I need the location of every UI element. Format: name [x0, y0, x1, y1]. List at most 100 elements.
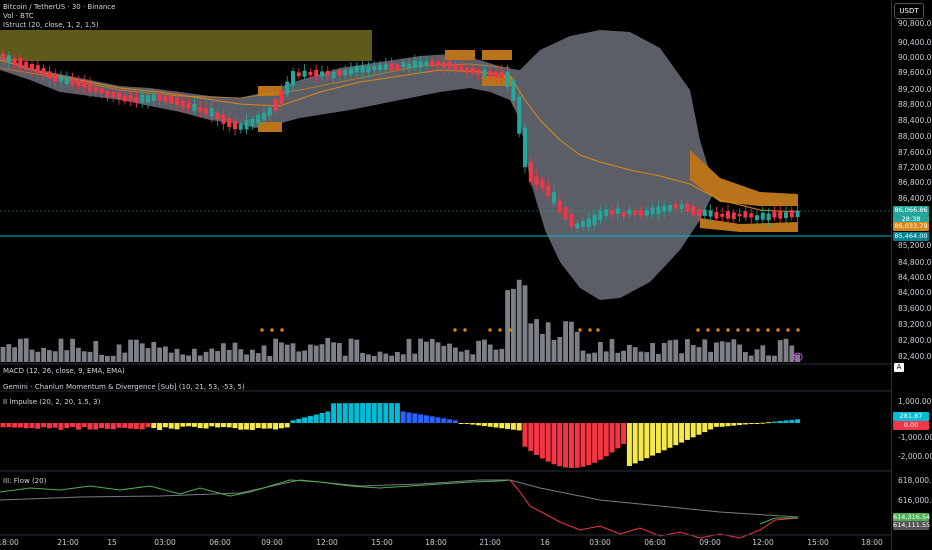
volume-bar [429, 338, 435, 362]
candle-body [238, 124, 243, 130]
time-axis-label: 03:00 [589, 538, 611, 547]
candle-body [331, 72, 336, 79]
volume-bar [70, 338, 75, 362]
candle-body [279, 90, 284, 105]
volume-bar [563, 321, 568, 362]
signal-dot [463, 328, 467, 332]
orange-price-tag: 86,033.79 [893, 222, 929, 231]
impulse-bar [41, 423, 47, 428]
candle-body [209, 108, 214, 117]
impulse-bar [203, 423, 209, 429]
volume-bar [23, 338, 29, 362]
impulse-bar [174, 423, 180, 430]
candle-body [766, 213, 771, 221]
volume-bar [244, 354, 249, 362]
time-axis-label: 21:00 [479, 538, 501, 547]
time-axis-label: 09:00 [699, 538, 721, 547]
macd-legend[interactable]: MACD (12, 26, close, 9, EMA, EMA) [3, 367, 125, 375]
volume-bar [255, 353, 261, 362]
volume-bar [772, 355, 777, 362]
volume-bar [139, 343, 145, 362]
volume-bar [453, 347, 458, 362]
signal-dot [736, 328, 740, 332]
currency-button[interactable]: USDT [894, 3, 924, 19]
candle-body [789, 210, 794, 218]
volume-bar [795, 354, 800, 362]
impulse-legend[interactable]: II Impulse (20, 2, 20, 1.5, 3) [3, 398, 101, 406]
impulse-bar [737, 423, 743, 426]
impulse-bar [365, 403, 371, 423]
impulse-bar [389, 403, 395, 423]
impulse-bar [360, 403, 366, 423]
candle-body [476, 69, 481, 75]
candle-body [528, 162, 533, 182]
volume-bar [696, 347, 702, 362]
candle-body [546, 185, 551, 196]
impulse-bar [412, 413, 418, 423]
impulse-bar [354, 403, 360, 423]
candle-body [685, 203, 690, 212]
volume-bar [250, 349, 255, 362]
signal-dot [453, 328, 457, 332]
volume-bar [516, 279, 522, 362]
candle-body [244, 120, 249, 130]
flow-legend[interactable]: III: Flow (20) [3, 477, 47, 485]
candle-body [70, 78, 75, 86]
candle-body [47, 71, 52, 80]
volume-bar [128, 339, 133, 362]
candle-body [12, 58, 17, 66]
candle-body [412, 60, 417, 68]
volume-bar [145, 348, 151, 362]
volume-bar [505, 290, 510, 362]
candle-body [378, 64, 382, 71]
impulse-bar [238, 423, 244, 430]
price-axis-label: 87,600.00 [898, 148, 932, 157]
candle-body [366, 66, 371, 73]
volume-bar [702, 339, 708, 362]
impulse-bar [673, 423, 679, 446]
volume-legend[interactable]: Vol · BTC [3, 12, 34, 20]
gemini-legend[interactable]: Gemini - Chanlun Momentum & Divergence [… [3, 383, 245, 391]
impulse-bar [783, 420, 789, 423]
flow-green-line-2 [759, 517, 798, 525]
impulse-bar [661, 423, 667, 451]
volume-bar [12, 347, 17, 362]
impulse-bar [760, 422, 766, 424]
istruct-legend[interactable]: IStruct (20, close, 1, 2, 1.5) [3, 21, 99, 29]
impulse-bar [528, 423, 534, 451]
candle-body [122, 95, 127, 102]
price-axis-label: 84,400.00 [898, 273, 932, 282]
signal-dot [260, 328, 264, 332]
candle-body [662, 205, 667, 212]
chart-canvas[interactable] [0, 0, 891, 550]
auto-scale-button[interactable]: A [894, 363, 904, 372]
candle-body [186, 102, 191, 109]
impulse-bar [394, 403, 400, 423]
impulse-bar [191, 423, 197, 427]
candle-body [598, 210, 603, 221]
flow-red-line [509, 479, 799, 539]
candle-body [325, 70, 330, 77]
cyan-price-tag: 85,464.00 [893, 232, 929, 241]
impulse-bar [603, 423, 609, 457]
impulse-bar [17, 423, 23, 428]
volume-bar [99, 354, 104, 362]
impulse-bar [522, 423, 528, 447]
price-axis-label: 90,000.00 [898, 53, 932, 62]
symbol-legend[interactable]: Bitcoin / TetherUS · 30 · Binance [3, 3, 116, 11]
volume-bar [661, 342, 667, 362]
volume-bar [603, 351, 609, 362]
volume-bar [615, 352, 621, 362]
candle-body [343, 70, 348, 76]
impulse-bar [592, 423, 598, 463]
candle-body [64, 76, 69, 84]
volume-bar [685, 339, 690, 362]
impulse-bar [650, 423, 656, 456]
signal-dot [280, 328, 284, 332]
candle-body [134, 96, 139, 103]
volume-bar [35, 351, 41, 362]
signal-dots [260, 328, 803, 362]
impulse-axis-label: -1,000.00 [898, 433, 932, 442]
impulse-bar [557, 423, 563, 467]
candle-body [262, 112, 266, 121]
